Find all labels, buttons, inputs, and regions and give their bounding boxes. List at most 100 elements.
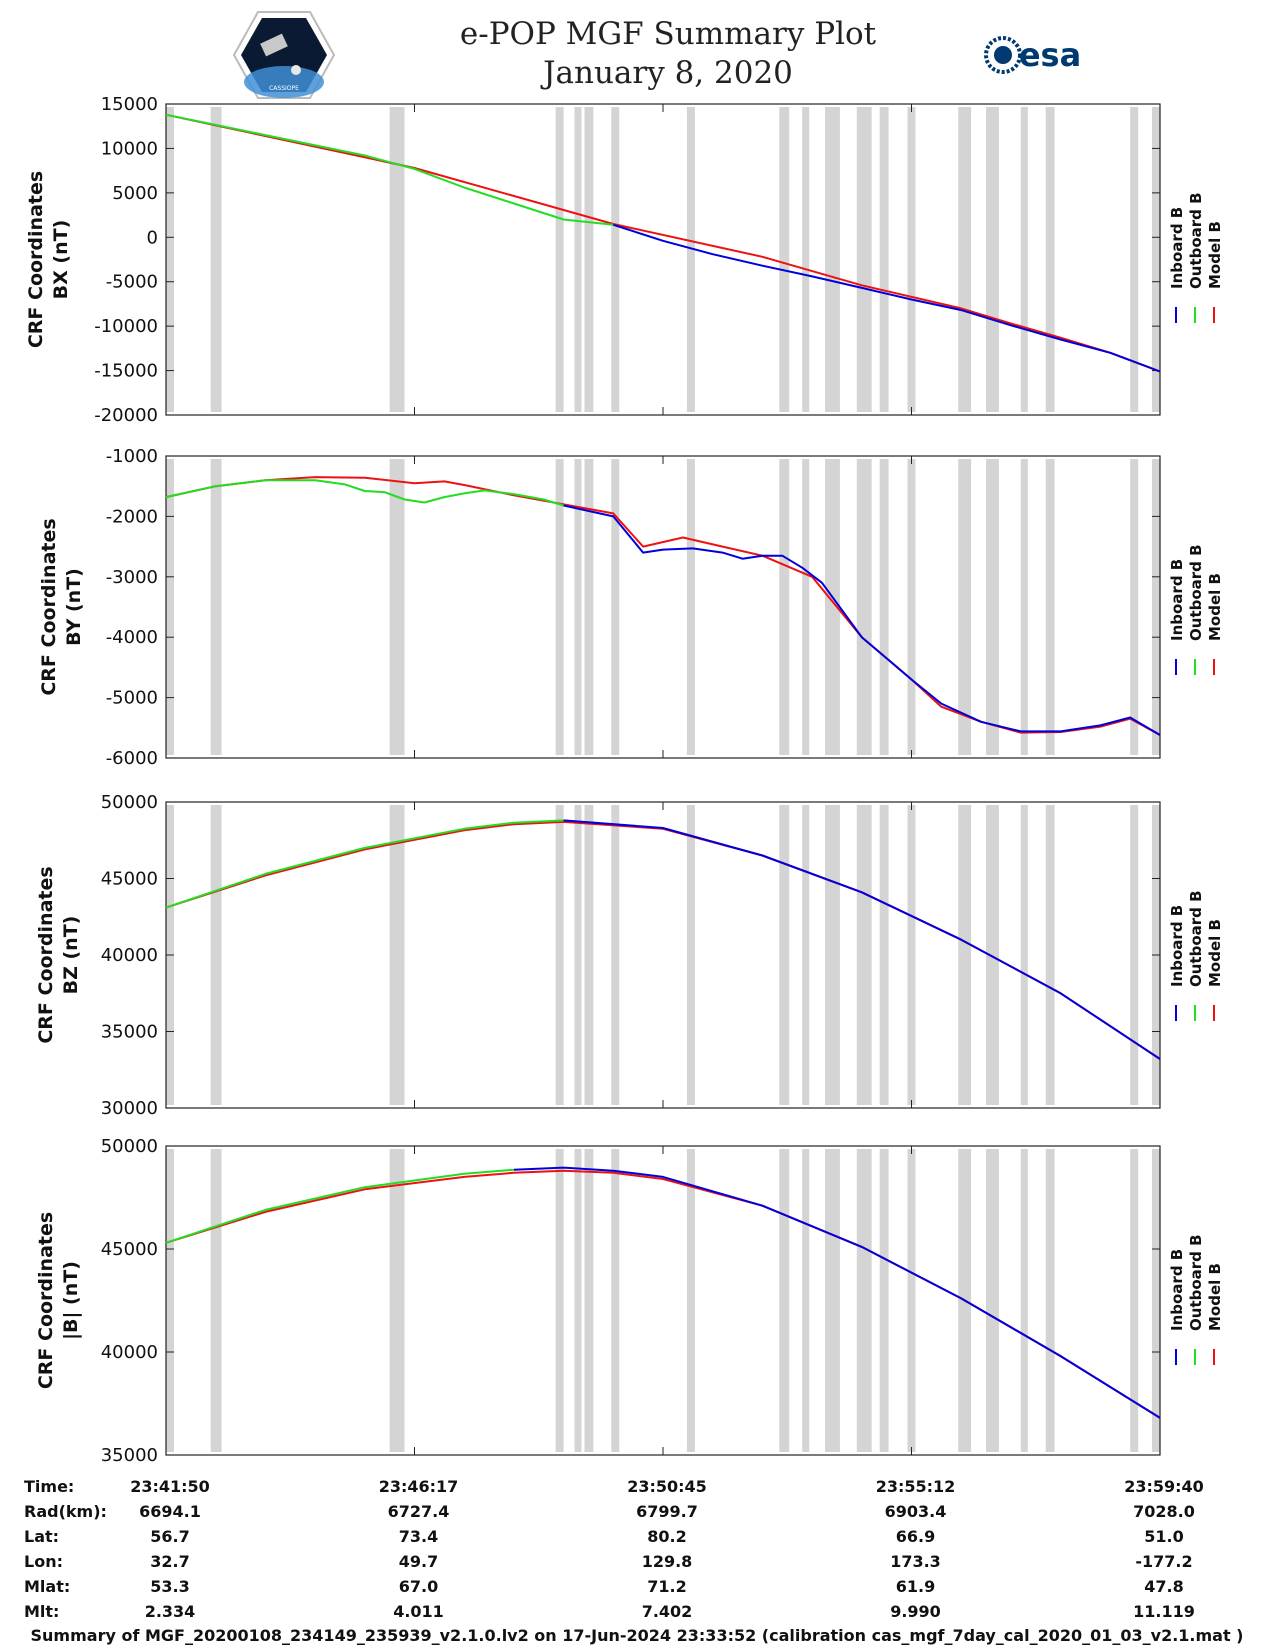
data-gap-band [802,805,810,1105]
plot-frame [165,801,1161,1109]
data-gap-band [1130,107,1139,412]
data-gap-band [1020,459,1028,755]
data-gap-band [389,805,405,1105]
data-gap-band [907,459,916,755]
data-gap-band [611,107,620,412]
orbit-row-value: 67.0 [399,1577,438,1596]
orbit-row-value: 49.7 [399,1552,438,1571]
orbit-row-value: 2.334 [145,1602,196,1621]
data-gap-band [611,1149,620,1452]
orbit-row-value: 6903.4 [885,1502,947,1521]
plot-frame [165,455,1161,759]
data-gap-band [856,107,872,412]
data-gap-band [574,107,582,412]
orbit-row-value: 66.9 [896,1527,935,1546]
orbit-row-value: 23:46:17 [379,1477,459,1496]
y-tick-label: -1000 [106,446,158,467]
y-tick-label: 50000 [101,792,158,813]
data-gap-band [779,1149,790,1452]
legend-label-inboard: Inboard B [1168,559,1186,641]
y-axis-label-line2: |B| (nT) [60,1261,82,1340]
data-gap-band [879,1149,889,1452]
y-axis-label-line1: CRF Coordinates [35,866,57,1043]
plot-frame [165,1145,1161,1456]
data-gap-band [1130,459,1139,755]
series-line-inboard [563,504,1161,736]
data-gap-band [166,459,174,755]
orbit-row-value: 32.7 [150,1552,189,1571]
orbit-row-label: Mlt: [24,1602,59,1621]
data-gap-band [210,459,222,755]
orbit-row-value: 7028.0 [1133,1502,1195,1521]
data-gap-band [1020,1149,1028,1452]
y-tick-label: 50000 [101,1136,158,1157]
data-gap-band [779,107,790,412]
data-gap-band [856,1149,872,1452]
data-gap-band [802,459,810,755]
data-gap-band [1045,459,1055,755]
series-line-outboard [165,479,564,507]
data-gap-band [686,805,695,1105]
data-gap-band [856,805,872,1105]
y-tick-label: 0 [147,227,158,248]
data-gap-band [1020,805,1028,1105]
y-tick-label: -15000 [94,361,158,382]
series-line-inboard [563,819,1161,1060]
panel-by: -1000 -2000 -3000 -4000 -5000 -6000 CRF Coordi… [38,446,1224,769]
data-gap-band [958,459,972,755]
data-gap-band [584,459,594,755]
orbit-row-value: 6799.7 [636,1502,698,1521]
data-gap-band [555,459,564,755]
data-gap-band [166,1149,174,1452]
data-gap-band [611,805,620,1105]
orbit-row-value: 173.3 [890,1552,941,1571]
orbit-row-value: 11.119 [1133,1602,1195,1621]
y-axis-label-line2: BY (nT) [63,568,85,646]
orbit-row-value: 9.990 [890,1602,941,1621]
y-tick-label: 35000 [101,1445,158,1466]
orbit-row-value: -177.2 [1135,1552,1192,1571]
data-gap-band [1045,805,1055,1105]
data-gap-band [686,107,695,412]
data-gap-band [574,805,582,1105]
data-gap-band [389,107,405,412]
orbit-row-label: Rad(km): [24,1502,107,1521]
orbit-row-value: 80.2 [647,1527,686,1546]
orbit-row-value: 4.011 [393,1602,444,1621]
y-tick-label: 35000 [101,1022,158,1043]
data-gap-band [1152,1149,1160,1452]
series-line-model [165,113,1161,373]
legend-label-outboard: Outboard B [1187,544,1205,641]
y-tick-label: -3000 [106,567,158,588]
y-tick-label: 45000 [101,869,158,890]
data-gap-band [879,459,889,755]
data-gap-band [879,107,889,412]
orbit-row-value: 61.9 [896,1577,935,1596]
legend-label-model: Model B [1206,221,1224,289]
data-gap-band [986,459,999,755]
data-gap-band [611,459,620,755]
orbit-row-label: Mlat: [24,1577,70,1596]
orbit-row-value: 7.402 [642,1602,693,1621]
plot-title-line2: January 8, 2020 [540,55,793,91]
data-gap-band [555,107,564,412]
data-gap-band [1152,459,1160,755]
legend-label-model: Model B [1206,573,1224,641]
orbit-row-label: Lon: [24,1552,63,1571]
data-gap-band [779,459,790,755]
orbit-row-value: 23:59:40 [1124,1477,1204,1496]
data-gap-band [389,459,405,755]
orbit-row-value: 129.8 [642,1552,693,1571]
data-gap-band [986,805,999,1105]
data-gap-band [1130,805,1139,1105]
plot-frame [165,103,1161,416]
data-gap-band [574,1149,582,1452]
data-gap-band [555,805,564,1105]
data-gap-band [802,107,810,412]
y-axis-label-line2: BZ (nT) [60,916,82,995]
legend-label-inboard: Inboard B [1168,905,1186,987]
orbit-row-value: 53.3 [150,1577,189,1596]
data-gap-band [958,805,972,1105]
cassiope-logo: CASSIOPE [232,11,336,99]
series-line-inboard [612,223,1161,373]
